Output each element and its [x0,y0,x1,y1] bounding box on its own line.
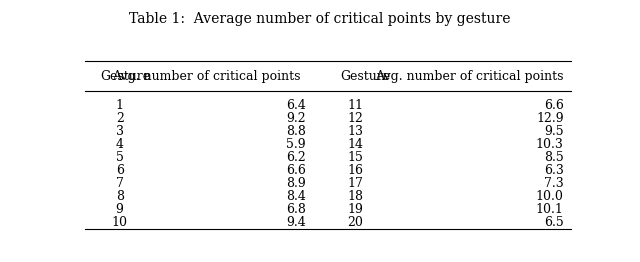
Text: 7.3: 7.3 [544,177,564,190]
Text: 6.5: 6.5 [544,216,564,229]
Text: 6.3: 6.3 [544,164,564,177]
Text: 8.9: 8.9 [286,177,306,190]
Text: 7: 7 [116,177,124,190]
Text: 14: 14 [348,138,364,151]
Text: 10.0: 10.0 [536,190,564,203]
Text: 9.2: 9.2 [286,112,306,125]
Text: 10: 10 [112,216,128,229]
Text: 17: 17 [348,177,364,190]
Text: 10.3: 10.3 [536,138,564,151]
Text: 4: 4 [116,138,124,151]
Text: 16: 16 [348,164,364,177]
Text: 6.2: 6.2 [286,151,306,164]
Text: 18: 18 [348,190,364,203]
Text: 2: 2 [116,112,124,125]
Text: Table 1:  Average number of critical points by gesture: Table 1: Average number of critical poin… [129,12,511,26]
Text: 6.8: 6.8 [286,203,306,216]
Text: 20: 20 [348,216,364,229]
Text: 6: 6 [116,164,124,177]
Text: 15: 15 [348,151,364,164]
Text: 8.8: 8.8 [286,125,306,138]
Text: 9.4: 9.4 [286,216,306,229]
Text: 6.6: 6.6 [544,99,564,112]
Text: 1: 1 [116,99,124,112]
Text: 9: 9 [116,203,124,216]
Text: 11: 11 [348,99,364,112]
Text: Avg. number of critical points: Avg. number of critical points [112,70,301,83]
Text: 12.9: 12.9 [536,112,564,125]
Text: Gesture: Gesture [340,70,390,83]
Text: 3: 3 [116,125,124,138]
Text: 6.4: 6.4 [286,99,306,112]
Text: 5.9: 5.9 [286,138,306,151]
Text: Avg. number of critical points: Avg. number of critical points [375,70,564,83]
Text: 5: 5 [116,151,124,164]
Text: 10.1: 10.1 [536,203,564,216]
Text: Gesture: Gesture [100,70,150,83]
Text: 12: 12 [348,112,364,125]
Text: 19: 19 [348,203,364,216]
Text: 9.5: 9.5 [544,125,564,138]
Text: 8.4: 8.4 [286,190,306,203]
Text: 6.6: 6.6 [286,164,306,177]
Text: 13: 13 [348,125,364,138]
Text: 8.5: 8.5 [544,151,564,164]
Text: 8: 8 [116,190,124,203]
